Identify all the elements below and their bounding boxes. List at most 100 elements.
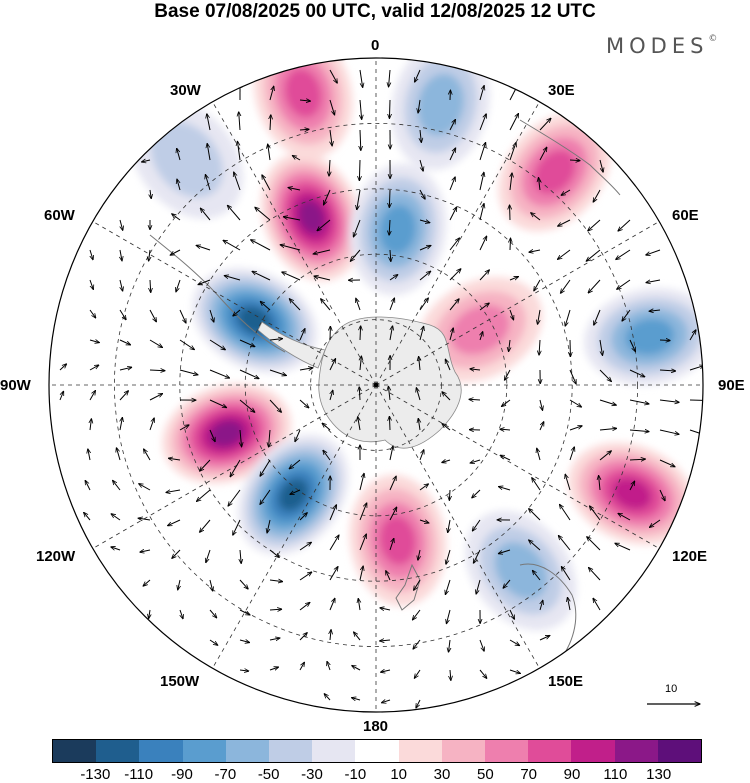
wind-vector [360, 129, 361, 150]
wind-vector [448, 639, 450, 652]
wind-vectors [59, 69, 703, 708]
wind-vector [599, 159, 603, 172]
wind-vector [357, 189, 361, 210]
wind-vector [89, 391, 95, 401]
wind-vector [389, 275, 398, 281]
antarctica-landmass [318, 316, 462, 449]
wind-vector [503, 579, 511, 588]
wind-vector [472, 519, 481, 531]
wind-vector [176, 279, 181, 292]
wind-vector [689, 330, 696, 341]
wind-vector [476, 579, 481, 594]
wind-vector [479, 142, 486, 161]
wind-vector [414, 669, 421, 678]
wind-vector [282, 272, 301, 281]
lon-label-90e: 90E [718, 377, 745, 394]
wind-vector [565, 474, 571, 491]
colorbar [52, 739, 702, 763]
wind-vector [479, 669, 487, 678]
wind-vector [449, 269, 461, 281]
wind-vector [359, 159, 360, 181]
wind-vector [239, 579, 248, 589]
wind-vector [179, 425, 189, 431]
wind-vector [587, 537, 601, 551]
wind-vector [289, 299, 301, 311]
wind-vector [350, 249, 361, 261]
wind-vector [329, 535, 339, 551]
wind-vector [178, 579, 180, 590]
wind-vector [353, 219, 361, 237]
wind-vector [442, 460, 451, 462]
wind-vector [224, 276, 241, 281]
wind-vector [569, 447, 574, 461]
wind-vector [329, 505, 336, 521]
wind-vector [649, 519, 661, 527]
wind-vector [498, 487, 511, 491]
wind-vector [389, 416, 390, 431]
negative anomaly north of 0 [391, 58, 490, 170]
wind-vector [119, 339, 131, 345]
wind-vector [539, 339, 540, 355]
wind-vector [659, 370, 676, 371]
wind-vector [359, 503, 367, 521]
wind-vector [177, 179, 181, 191]
wind-vector [389, 507, 397, 521]
colorbar-tick: 10 [390, 766, 407, 783]
map-frame [48, 57, 704, 713]
wind-vector [329, 567, 338, 581]
wind-vector [449, 328, 453, 341]
wind-vector [233, 309, 241, 316]
wind-vector [251, 240, 271, 251]
wind-vector [260, 459, 271, 476]
wind-vector [205, 175, 211, 191]
wind-vector [354, 632, 361, 641]
wind-vector [498, 549, 511, 554]
wind-vector [381, 670, 391, 672]
wind-vector [415, 69, 421, 82]
wind-vector [540, 600, 543, 611]
wind-vector [299, 572, 312, 581]
wind-vector [270, 115, 271, 131]
wind-vector [599, 399, 616, 405]
colorbar-swatch-8 [398, 740, 442, 762]
wind-vector [358, 598, 360, 611]
colorbar-swatch-13 [614, 740, 658, 762]
wind-vector [470, 460, 481, 463]
wind-vector [209, 309, 214, 322]
colorbar-swatch-4 [225, 740, 270, 762]
wind-vector [260, 301, 271, 311]
wind-vector [389, 219, 390, 235]
colorbar-swatch-5 [269, 740, 313, 762]
wind-vector [360, 356, 361, 371]
wind-vector [480, 332, 483, 341]
colorbar-swatch-3 [182, 740, 226, 762]
wind-vector [539, 118, 551, 131]
wind-vector [239, 640, 250, 643]
wind-vector [209, 429, 215, 442]
wind-vector [260, 489, 271, 504]
wind-vector [120, 219, 123, 230]
wind-vector [120, 249, 122, 261]
wind-vector [209, 639, 218, 645]
wind-vector [689, 429, 703, 436]
wind-vector [269, 580, 283, 582]
wind-vector [299, 100, 310, 101]
wind-vector [510, 173, 512, 191]
wind-vector [509, 609, 514, 619]
brand-name: MODES [606, 34, 709, 58]
wind-vector [209, 339, 225, 350]
wind-vector [646, 249, 661, 255]
wind-vector [558, 535, 571, 551]
wind-vector [588, 279, 601, 293]
wind-vector [442, 392, 451, 401]
wind-vector [629, 459, 645, 460]
wind-vector [210, 579, 213, 591]
wind-vector [299, 399, 309, 408]
wind-vector [149, 370, 165, 371]
wind-vector [505, 369, 511, 380]
wind-vector [618, 513, 631, 521]
wind-vector [299, 662, 304, 671]
wind-vector [389, 189, 390, 207]
wind-vector [200, 208, 211, 221]
wind-vector [560, 279, 571, 293]
